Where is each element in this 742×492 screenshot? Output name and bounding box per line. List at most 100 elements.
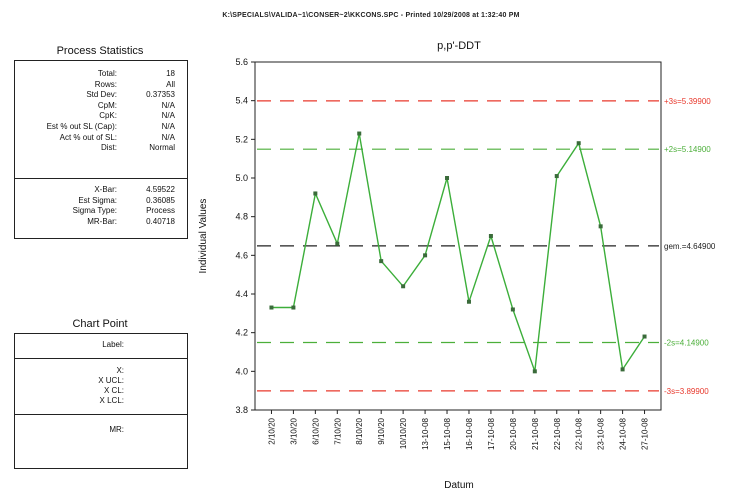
stat2-row: Est Sigma: 0.36085 <box>15 196 179 206</box>
control-limit-label: gem.=4.64900 <box>664 242 716 251</box>
stat2-row: Sigma Type: Process <box>15 206 179 216</box>
stat-row: Rows: All <box>15 80 179 90</box>
data-point <box>379 259 384 264</box>
chart-point-x-label: X: <box>116 366 124 375</box>
series-line <box>271 133 646 372</box>
stat2-label: MR-Bar: <box>87 216 117 226</box>
y-tick-label: 4.2 <box>235 328 248 338</box>
control-limit-label: +2s=5.14900 <box>664 145 711 154</box>
stat2-value: 0.40718 <box>146 216 175 226</box>
y-tick-label: 5.0 <box>235 173 248 183</box>
data-point <box>291 305 296 310</box>
x-tick-label: 3/10/20 <box>289 417 298 444</box>
x-tick-label: 21-10-08 <box>531 417 540 450</box>
data-point <box>576 141 581 146</box>
stat-row: Est % out SL (Cap): N/A <box>15 122 179 132</box>
chart-point-box: Label: X: X UCL: X CL: X LCL: MR: <box>14 333 188 469</box>
stat-label: Est % out SL (Cap): <box>46 122 117 131</box>
stat2-value: Process <box>146 206 175 216</box>
data-point <box>620 367 625 372</box>
stat-row: Act % out of SL: N/A <box>15 133 179 143</box>
data-point <box>313 191 318 196</box>
stat-row: Total: 18 <box>15 69 179 79</box>
x-tick-label: 17-10-08 <box>487 417 496 450</box>
data-point <box>423 253 428 258</box>
chart-point-divider-1 <box>15 358 187 359</box>
data-point <box>269 305 274 310</box>
x-tick-label: 8/10/20 <box>355 417 364 444</box>
stat-label: Rows: <box>94 79 117 89</box>
stat-label: CpK: <box>99 111 117 121</box>
chart-point-xlcl-label: X LCL: <box>99 396 124 405</box>
x-tick-label: 7/10/20 <box>333 417 342 444</box>
x-tick-label: 22-10-08 <box>553 417 562 450</box>
stat-row: Dist: Normal <box>15 143 179 153</box>
y-tick-label: 4.8 <box>235 212 248 222</box>
data-point <box>445 176 450 180</box>
stat2-label: Sigma Type: <box>72 206 117 216</box>
data-point <box>335 241 340 246</box>
data-point <box>401 284 406 289</box>
data-point <box>466 299 471 304</box>
stat-value: N/A <box>161 100 175 110</box>
x-tick-label: 6/10/20 <box>311 417 320 444</box>
stat-label: Total: <box>97 69 117 78</box>
stat2-row: MR-Bar: 0.40718 <box>15 217 179 227</box>
stat2-label: X-Bar: <box>94 185 117 194</box>
x-tick-label: 10/10/20 <box>399 417 408 449</box>
stat2-value: 4.59522 <box>146 185 175 194</box>
data-point <box>532 369 537 374</box>
data-point <box>598 224 603 229</box>
stat-value: Normal <box>149 143 175 153</box>
stat-value: 0.37353 <box>146 90 175 100</box>
stat-value: N/A <box>161 111 175 121</box>
stat-value: 18 <box>166 69 175 78</box>
x-tick-label: 24-10-08 <box>619 417 628 450</box>
stat-label: CpM: <box>97 100 117 110</box>
stat-value: N/A <box>161 122 175 131</box>
y-tick-label: 4.6 <box>235 250 248 260</box>
chart-point-xucl-label: X UCL: <box>98 376 124 385</box>
y-tick-label: 5.6 <box>235 57 248 67</box>
chart-point-label: Label: <box>102 340 124 349</box>
process-statistics-box: Total: 18 Rows: All Std Dev: 0.37353 CpM: N/A Cp… <box>14 60 188 239</box>
x-tick-label: 13-10-08 <box>421 417 430 450</box>
stat-row: CpM: N/A <box>15 101 179 111</box>
stat2-row: X-Bar: 4.59522 <box>15 185 179 195</box>
print-header: K:\SPECIALS\VALIDA~1\CONSER~2\KKCONS.SPC… <box>222 12 520 19</box>
data-point <box>554 174 559 179</box>
x-tick-label: 2/10/20 <box>267 417 276 444</box>
data-point <box>357 131 362 136</box>
x-tick-label: 15-10-08 <box>443 417 452 450</box>
chart-point-mr-label: MR: <box>109 425 124 434</box>
x-axis-label: Datum <box>444 480 473 491</box>
data-point <box>510 307 515 312</box>
control-limit-label: -3s=3.89900 <box>664 387 709 396</box>
stat-value: N/A <box>161 132 175 142</box>
process-statistics-divider <box>15 178 187 179</box>
chart-title: p,p'-DDT <box>437 40 481 52</box>
stat-label: Act % out of SL: <box>59 132 117 142</box>
data-point <box>488 234 493 238</box>
y-tick-label: 4.0 <box>235 366 248 376</box>
chart-point-divider-2 <box>15 414 187 415</box>
x-tick-label: 20-10-08 <box>509 417 518 450</box>
process-statistics-title: Process Statistics <box>56 45 144 57</box>
stat-row: Std Dev: 0.37353 <box>15 90 179 100</box>
control-limit-label: +3s=5.39900 <box>664 97 711 106</box>
x-tick-label: 23-10-08 <box>597 417 606 450</box>
y-tick-label: 3.8 <box>235 405 248 415</box>
stat-label: Std Dev: <box>86 90 117 100</box>
stat-value: All <box>166 79 175 89</box>
control-limit-label: -2s=4.14900 <box>664 339 709 348</box>
stat-row: CpK: N/A <box>15 111 179 121</box>
chart-point-xcl-label: X CL: <box>103 386 124 395</box>
y-tick-label: 4.4 <box>235 289 248 299</box>
y-tick-label: 5.2 <box>235 134 248 144</box>
plot-frame <box>254 61 662 411</box>
stat2-label: Est Sigma: <box>78 195 117 205</box>
x-tick-label: 16-10-08 <box>465 417 474 450</box>
y-tick-label: 5.4 <box>235 96 248 106</box>
x-tick-label: 27-10-08 <box>641 417 650 450</box>
